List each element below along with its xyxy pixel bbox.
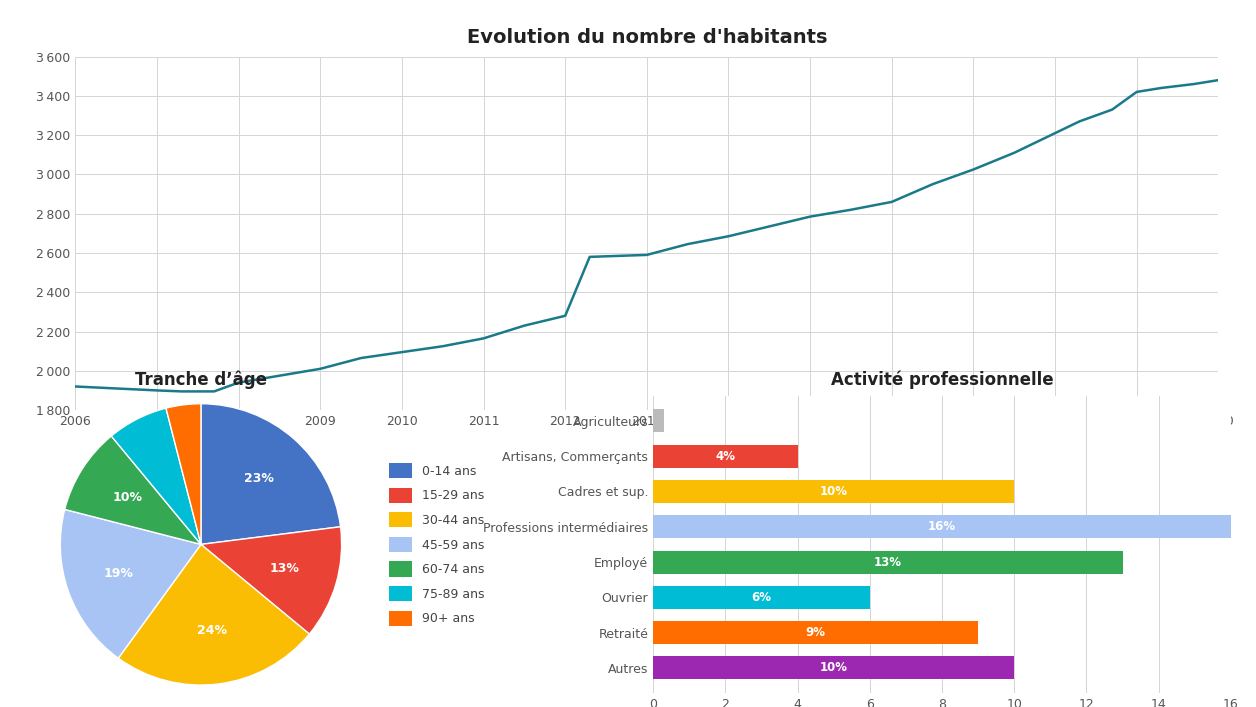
Title: Evolution du nombre d'habitants: Evolution du nombre d'habitants [466, 28, 828, 47]
Wedge shape [60, 510, 201, 658]
Bar [653, 480, 1015, 503]
Wedge shape [201, 527, 342, 634]
Text: 19%: 19% [104, 568, 134, 580]
Bar [653, 586, 869, 609]
Text: 6%: 6% [751, 591, 771, 604]
Text: 16%: 16% [928, 520, 956, 533]
Title: Activité professionnelle: Activité professionnelle [830, 370, 1054, 389]
Bar [653, 551, 1123, 573]
Wedge shape [166, 404, 201, 544]
Legend: 0-14 ans, 15-29 ans, 30-44 ans, 45-59 ans, 60-74 ans, 75-89 ans, 90+ ans: 0-14 ans, 15-29 ans, 30-44 ans, 45-59 an… [383, 457, 491, 632]
Text: 24%: 24% [197, 624, 227, 638]
Text: 10%: 10% [112, 491, 142, 504]
Bar [653, 515, 1231, 538]
Text: 23%: 23% [244, 472, 274, 486]
Bar [653, 621, 978, 644]
Wedge shape [201, 404, 340, 544]
Text: 13%: 13% [270, 562, 300, 575]
Bar [653, 656, 1015, 679]
Text: 9%: 9% [805, 626, 825, 639]
Title: Tranche d’âge: Tranche d’âge [134, 370, 268, 389]
Bar [653, 409, 664, 433]
Text: 10%: 10% [820, 661, 848, 674]
Wedge shape [65, 436, 201, 544]
Wedge shape [118, 544, 309, 685]
Text: 13%: 13% [874, 556, 902, 568]
Text: 4%: 4% [716, 450, 735, 462]
Bar [653, 445, 798, 467]
Wedge shape [112, 408, 201, 544]
Text: 10%: 10% [820, 485, 848, 498]
